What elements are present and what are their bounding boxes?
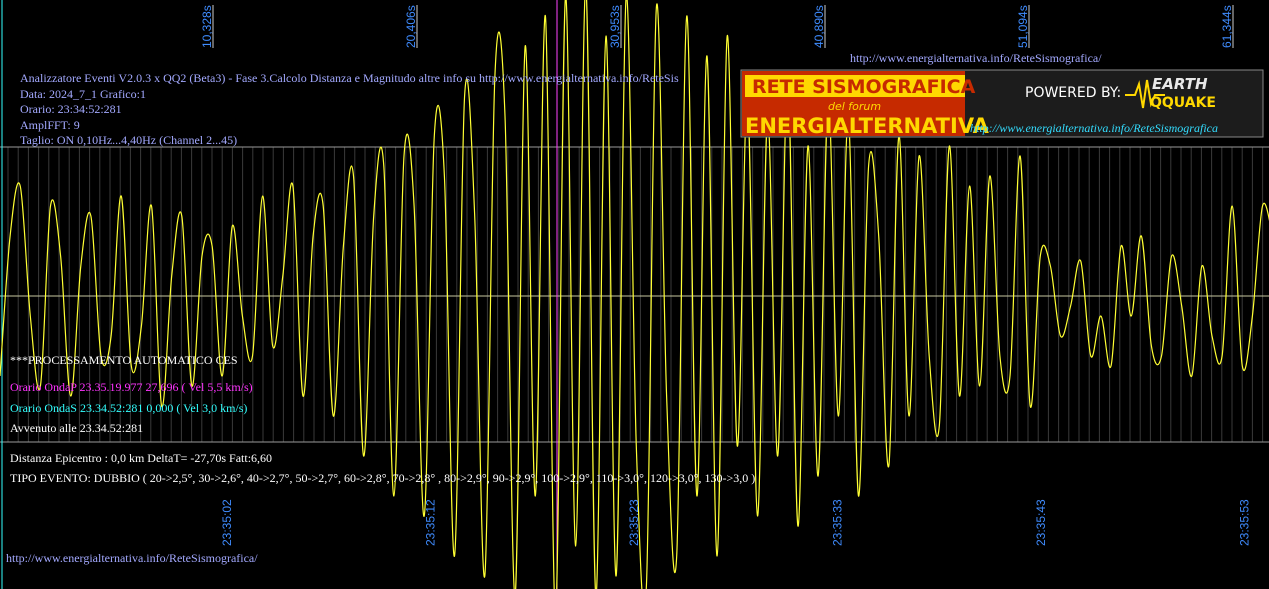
header-line: Orario: 23:34:52:281: [20, 102, 122, 116]
bottom-tick-label: 23:35:53: [1238, 499, 1252, 546]
top-tick-label: 40,890s: [812, 5, 826, 48]
distance: Distanza Epicentro : 0,0 km DeltaT= -27,…: [10, 451, 272, 465]
logo-title: RETE SISMOGRAFICA: [752, 76, 976, 98]
logo-name: ENERGIALTERNATIVA: [745, 114, 990, 138]
event-type: TIPO EVENTO: DUBBIO ( 20->2,5°, 30->2,6°…: [10, 471, 755, 485]
logo-url: http://www.energialternativa.info/ReteSi…: [970, 121, 1218, 135]
top-tick-label: 61,344s: [1220, 5, 1234, 48]
bottom-tick-label: 23:35:02: [220, 499, 234, 546]
p-wave-time: Orario OndaP 23.35.19.977 27,696 ( Vel 5…: [10, 380, 253, 394]
logo-brand: QQUAKE: [1150, 95, 1216, 111]
header-line: Analizzatore Eventi V2.0.3 x QQ2 (Beta3)…: [20, 71, 679, 85]
logo: RETE SISMOGRAFICA del forum ENERGIALTERN…: [740, 69, 1264, 138]
bottom-tick-label: 23:35:33: [831, 499, 845, 546]
header-line: AmplFFT: 9: [20, 118, 80, 132]
logo-yellow: [745, 75, 965, 97]
bottom-tick-label: 23:35:23: [627, 499, 641, 546]
bottom-tick-label: 23:35:12: [424, 499, 438, 546]
top-tick-label: 20,406s: [404, 5, 418, 48]
header-line: Data: 2024_7_1 Grafico:1: [20, 87, 146, 101]
processing-title: ***PROCESSAMENTO AUTOMATICO CES: [10, 353, 238, 367]
top-url: http://www.energialternativa.info/ReteSi…: [850, 51, 1102, 65]
footer-url: http://www.energialternativa.info/ReteSi…: [6, 551, 258, 565]
logo-subtitle: del forum: [828, 100, 881, 113]
header-line: Taglio: ON 0,10Hz...4,40Hz (Channel 2...…: [20, 133, 237, 147]
header: Analizzatore Eventi V2.0.3 x QQ2 (Beta3)…: [20, 71, 679, 147]
processing: ***PROCESSAMENTO AUTOMATICO CES Orario O…: [10, 353, 755, 485]
top-tick-label: 30,953s: [608, 5, 622, 48]
bottom-tick-label: 23:35:43: [1034, 499, 1048, 546]
logo-icon: [1125, 79, 1165, 109]
occurred-time: Avvenuto alle 23.34.52:281: [10, 421, 143, 435]
logo-brand: EARTH: [1152, 75, 1208, 93]
time-ticks: 10,328s 20,406s 30,953s 40,890s 51,094s 61,34…: [200, 5, 1252, 546]
s-wave-time: Orario OndaS 23.34.52:281 0,000 ( Vel 3,…: [10, 401, 247, 415]
top-tick-label: 51,094s: [1016, 5, 1030, 48]
logo-powered: POWERED BY:: [1025, 85, 1121, 101]
top-tick-label: 10,328s: [200, 5, 214, 48]
